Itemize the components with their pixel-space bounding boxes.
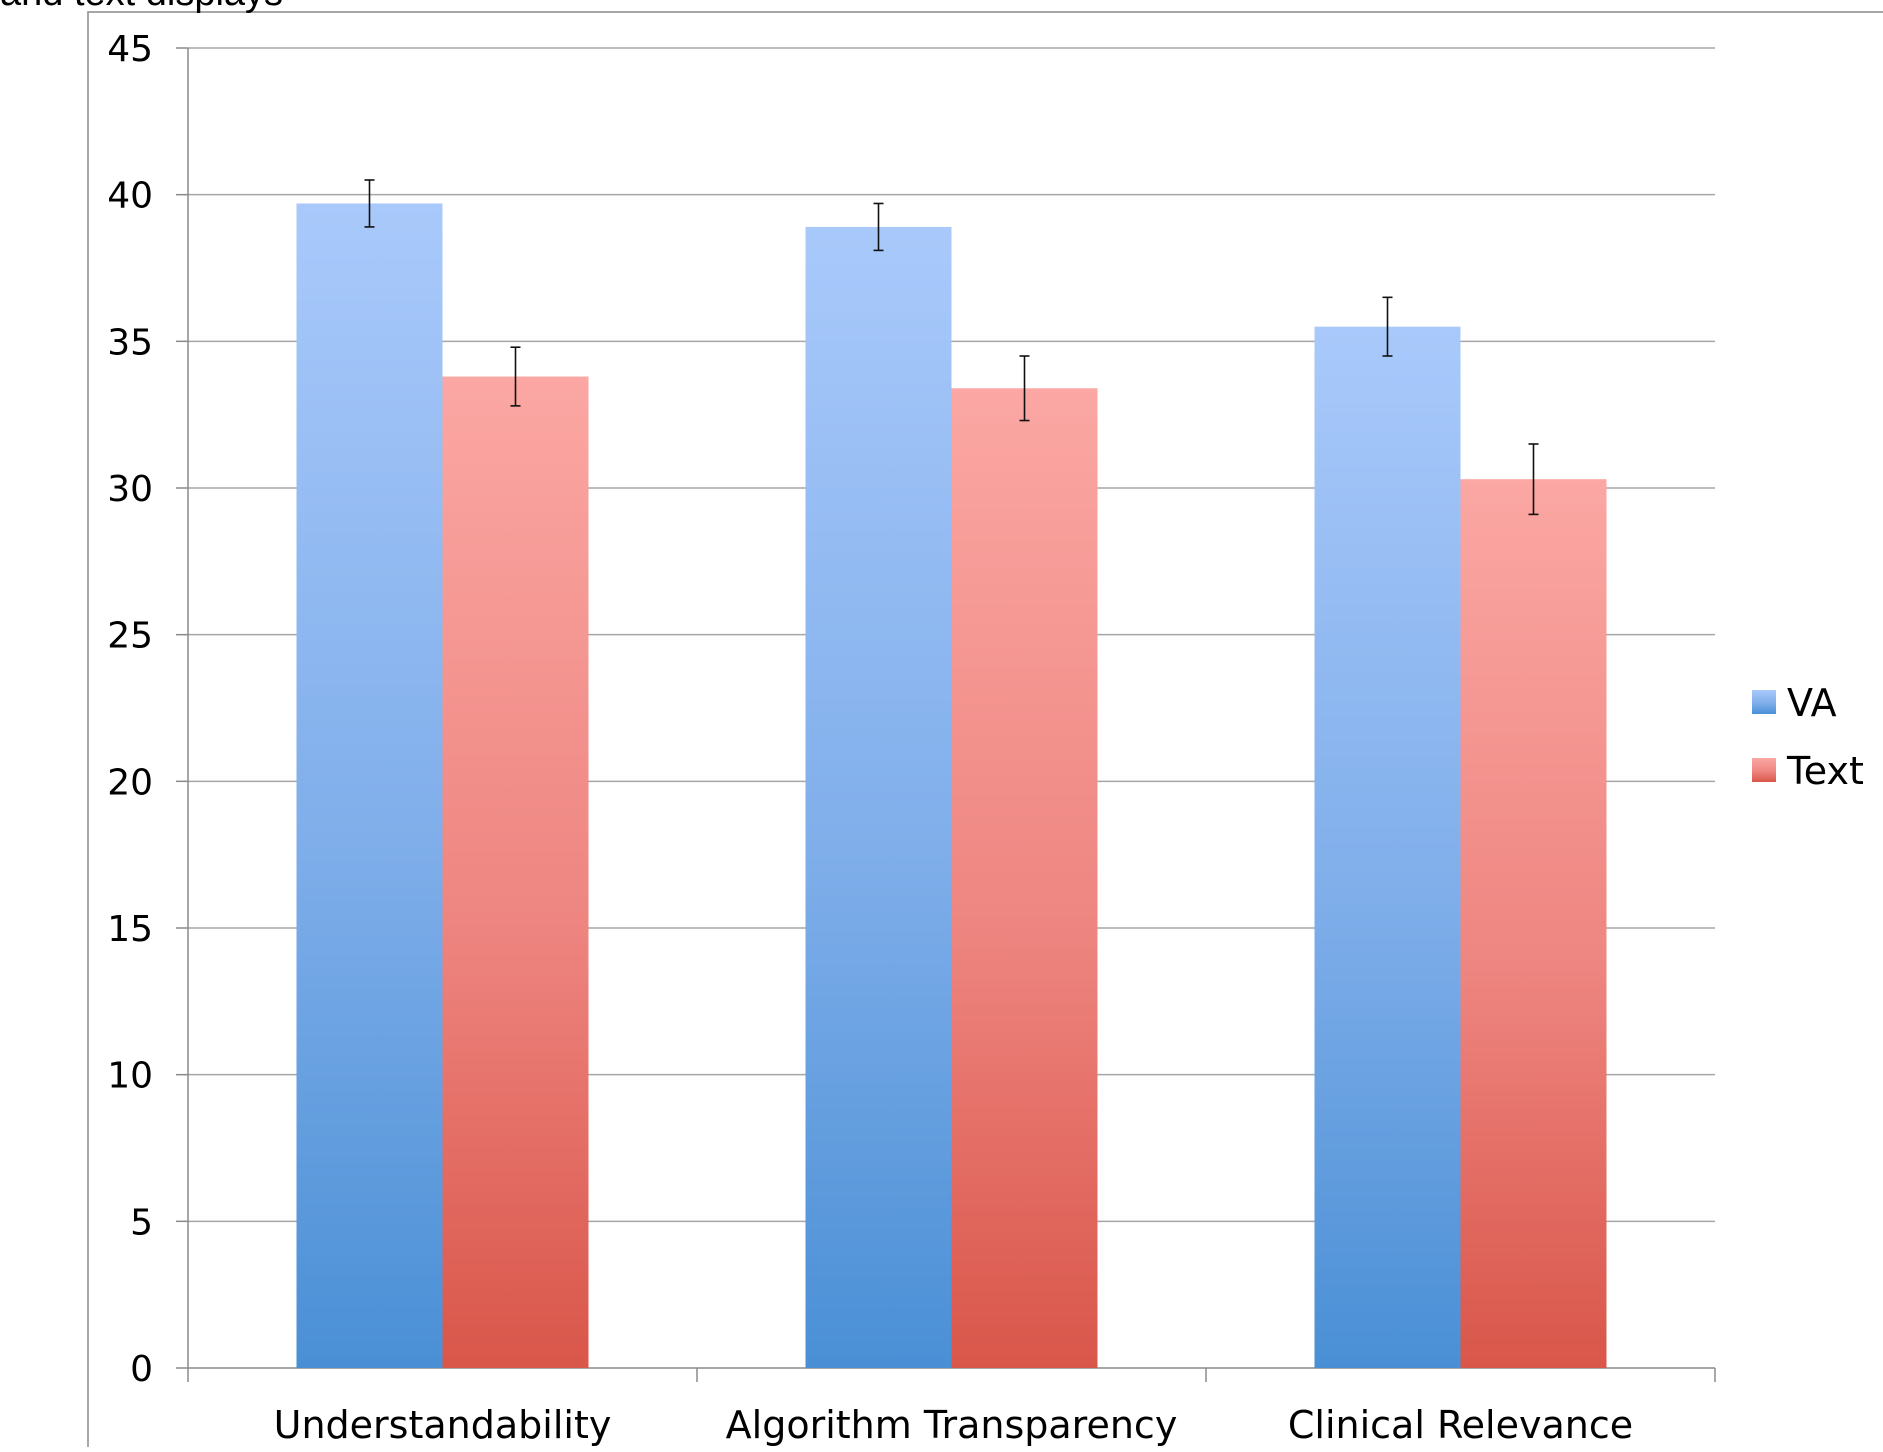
y-tick-label: 35	[107, 322, 153, 363]
y-tick-label: 15	[107, 909, 153, 950]
legend-label-va: VA	[1787, 681, 1837, 725]
legend-label-text: Text	[1786, 749, 1864, 793]
bar-text-1	[951, 388, 1098, 1368]
bar-va-1	[805, 226, 952, 1368]
x-category-label: Clinical Relevance	[1288, 1403, 1633, 1447]
bar-va-0	[296, 203, 443, 1368]
y-tick-label: 40	[107, 176, 153, 217]
y-tick-label: 20	[107, 762, 153, 803]
chart-frame	[87, 11, 1883, 1452]
legend-swatch-text	[1752, 758, 1776, 782]
y-tick-label: 10	[107, 1056, 153, 1097]
bar-text-0	[442, 376, 589, 1368]
y-tick-label: 0	[130, 1349, 153, 1390]
x-category-label: Algorithm Transparency	[726, 1403, 1178, 1447]
y-tick-label: 30	[107, 469, 153, 510]
bar-text-2	[1460, 479, 1607, 1368]
y-tick-label: 5	[130, 1202, 153, 1243]
legend-swatch-va	[1752, 690, 1776, 714]
y-tick-label: 25	[107, 616, 153, 657]
x-category-label: Understandability	[274, 1403, 612, 1447]
figure-caption-fragment: and text displays	[0, 0, 283, 15]
y-tick-label: 45	[107, 29, 153, 70]
bar-va-2	[1314, 326, 1461, 1369]
